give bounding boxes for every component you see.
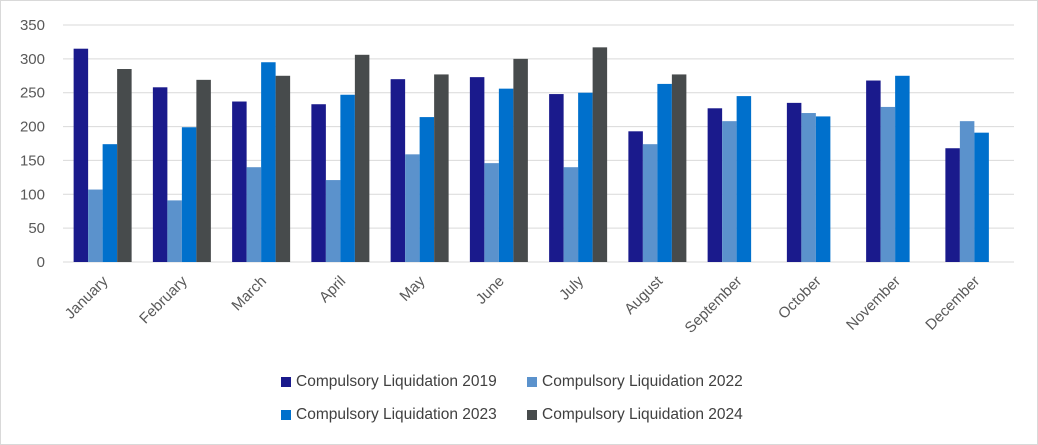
bar-february-1 bbox=[167, 200, 182, 262]
bar-july-3 bbox=[592, 47, 608, 262]
y-tick-label: 100 bbox=[20, 186, 45, 203]
bar-april-1 bbox=[325, 180, 341, 262]
bar-january-2 bbox=[102, 144, 118, 262]
y-tick-label: 0 bbox=[37, 254, 45, 271]
bar-june-1 bbox=[484, 163, 499, 262]
bar-november-2 bbox=[895, 75, 910, 263]
x-tick-label: December bbox=[922, 273, 983, 334]
bar-october-0 bbox=[786, 102, 802, 262]
bar-january-3 bbox=[117, 69, 132, 262]
bar-january-0 bbox=[73, 48, 89, 263]
bar-november-0 bbox=[866, 80, 881, 262]
bar-june-0 bbox=[469, 77, 485, 262]
bar-may-0 bbox=[390, 79, 406, 263]
bar-may-1 bbox=[405, 154, 420, 262]
bar-may-3 bbox=[434, 74, 449, 262]
bar-july-1 bbox=[563, 167, 579, 262]
legend-swatch bbox=[281, 377, 291, 387]
x-tick-label: May bbox=[396, 272, 428, 304]
y-tick-label: 300 bbox=[20, 51, 45, 68]
x-tick-label: July bbox=[556, 272, 587, 303]
bar-april-3 bbox=[354, 54, 370, 263]
x-tick-label: November bbox=[843, 273, 904, 334]
y-tick-label: 350 bbox=[20, 17, 45, 34]
bar-january-1 bbox=[88, 189, 103, 262]
legend-item-2019: Compulsory Liquidation 2019 bbox=[281, 373, 497, 391]
y-tick-label: 200 bbox=[20, 119, 45, 136]
legend-label: Compulsory Liquidation 2019 bbox=[296, 373, 497, 390]
bar-february-0 bbox=[152, 87, 168, 262]
y-tick-label: 150 bbox=[20, 152, 45, 169]
x-tick-label: January bbox=[62, 272, 112, 322]
y-tick-label: 50 bbox=[28, 220, 45, 237]
legend-label: Compulsory Liquidation 2022 bbox=[542, 373, 743, 390]
legend-item-2024: Compulsory Liquidation 2024 bbox=[527, 406, 743, 424]
bar-december-2 bbox=[974, 132, 989, 262]
x-tick-label: April bbox=[316, 273, 349, 306]
bar-october-2 bbox=[815, 116, 831, 263]
bar-june-3 bbox=[513, 58, 528, 262]
bar-september-2 bbox=[736, 96, 752, 262]
bar-august-3 bbox=[671, 74, 687, 262]
bar-february-3 bbox=[196, 79, 211, 262]
bar-april-0 bbox=[311, 104, 326, 263]
bar-august-0 bbox=[628, 131, 643, 262]
bar-october-1 bbox=[801, 113, 816, 263]
bar-august-1 bbox=[642, 144, 658, 262]
bar-november-1 bbox=[880, 106, 896, 262]
bar-february-2 bbox=[181, 127, 197, 263]
legend-label: Compulsory Liquidation 2023 bbox=[296, 406, 497, 423]
x-tick-label: September bbox=[682, 273, 746, 337]
bar-december-0 bbox=[945, 148, 960, 262]
x-tick-label: June bbox=[473, 273, 508, 308]
bar-august-2 bbox=[657, 83, 672, 262]
bar-september-0 bbox=[707, 108, 723, 262]
bar-march-0 bbox=[232, 101, 247, 262]
x-tick-label: February bbox=[136, 272, 191, 327]
legend-swatch bbox=[527, 377, 537, 387]
bar-march-1 bbox=[246, 167, 262, 262]
bar-june-2 bbox=[498, 88, 514, 262]
bar-july-0 bbox=[549, 94, 564, 262]
legend-item-2023: Compulsory Liquidation 2023 bbox=[281, 406, 497, 424]
bar-may-2 bbox=[419, 117, 435, 262]
bar-december-1 bbox=[959, 121, 975, 262]
legend-label: Compulsory Liquidation 2024 bbox=[542, 406, 743, 423]
bar-september-1 bbox=[722, 121, 737, 262]
bar-july-2 bbox=[578, 92, 593, 262]
bar-march-3 bbox=[275, 75, 291, 263]
legend-item-2022: Compulsory Liquidation 2022 bbox=[527, 373, 743, 391]
bar-april-2 bbox=[340, 94, 355, 262]
legend-swatch bbox=[527, 410, 537, 420]
bar-march-2 bbox=[261, 62, 276, 262]
x-tick-label: March bbox=[228, 273, 269, 314]
legend-swatch bbox=[281, 410, 291, 420]
y-tick-label: 250 bbox=[20, 85, 45, 102]
x-tick-label: August bbox=[621, 272, 667, 318]
x-tick-label: October bbox=[775, 273, 825, 323]
